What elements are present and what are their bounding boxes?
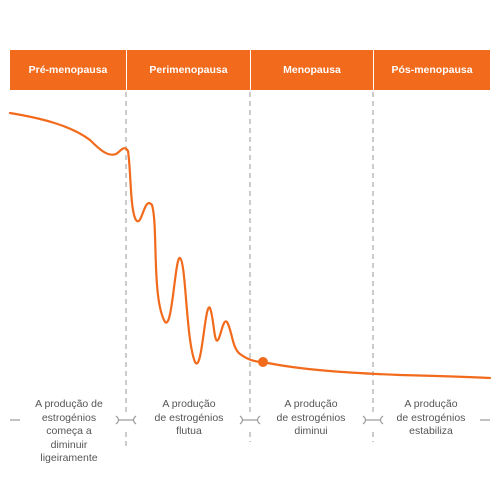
menopause-marker-dot <box>258 357 268 367</box>
description-line: de estrogénios <box>154 411 224 424</box>
phase-description-menopause: A produção de estrogénios diminui <box>260 398 362 439</box>
description-line: ligeiramente <box>40 452 98 464</box>
description-line: estabiliza <box>409 425 453 437</box>
description-line: diminuir <box>50 438 88 451</box>
bracket-connector <box>115 415 137 425</box>
phase-header-separator <box>126 50 127 90</box>
description-line: começa a <box>46 425 92 437</box>
description-line: A produção <box>162 398 216 410</box>
phase-description-post-menopause: A produção de estrogénios estabiliza <box>380 398 482 439</box>
phase-label-perimenopause: Perimenopausa <box>149 64 228 76</box>
bracket-connector <box>362 415 384 425</box>
description-line: A produção <box>284 398 338 410</box>
description-line: de estrogénios <box>276 411 346 424</box>
bracket-connector <box>239 415 261 425</box>
phase-header-separator <box>373 50 374 90</box>
phase-description-perimenopause: A produção de estrogénios flutua <box>138 398 240 439</box>
description-line: A produção de <box>35 398 103 410</box>
phase-description-pre-menopause: A produção de estrogénios começa a dimin… <box>18 398 120 466</box>
description-line: de estrogénios <box>396 411 466 424</box>
phase-label-post-menopause: Pós-menopausa <box>391 64 473 76</box>
phase-header-separator <box>250 50 251 90</box>
description-line: flutua <box>176 425 202 437</box>
phase-label-menopause: Menopausa <box>283 64 341 76</box>
description-line: estrogénios <box>41 411 97 424</box>
description-line: diminui <box>294 425 328 437</box>
description-line: A produção <box>404 398 458 410</box>
phase-label-pre-menopause: Pré-menopausa <box>28 64 108 76</box>
